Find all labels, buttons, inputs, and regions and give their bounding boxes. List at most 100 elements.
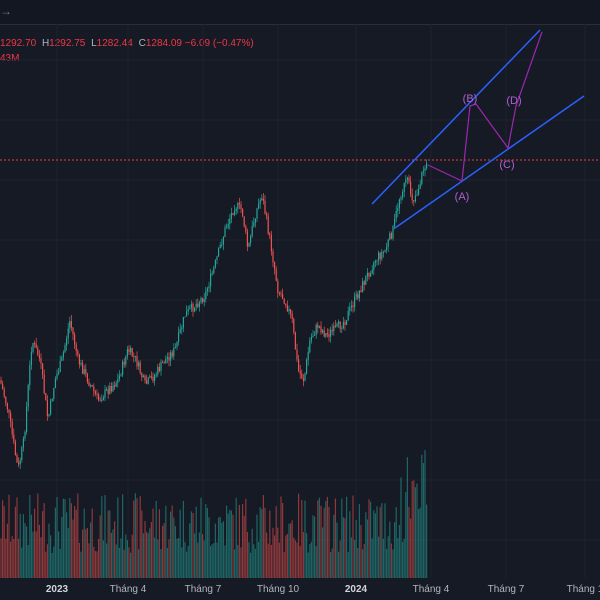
volume-bar [333,514,335,578]
volume-bar [170,511,172,578]
candle-body [328,334,330,337]
volume-bar [350,537,352,578]
candle-body [56,373,58,379]
volume-bar [238,504,240,578]
candle-body [403,182,405,193]
volume-bar [21,547,23,578]
candle-body [18,462,20,465]
candle-body [355,294,357,297]
volume-bar [67,528,69,578]
volume-bar [326,496,328,578]
candle-body [202,297,204,302]
candle-body [365,276,367,285]
candle-body [315,324,317,335]
candle-body [371,269,373,274]
top-toolbar: → [0,0,600,25]
candle-body [269,233,271,236]
candle-body [368,272,370,277]
volume-bar [184,542,186,578]
candle-body [254,218,256,223]
candle-body [373,262,375,270]
candle-body [98,394,100,400]
volume-bar [411,481,413,578]
candle-body [72,327,74,335]
volume-bar [382,538,384,578]
candle-body [152,376,154,381]
candle-body [94,391,96,394]
candle-body [131,348,133,357]
candle-body [104,389,106,398]
candle-body [208,286,210,289]
volume-bar [27,545,29,578]
volume-bar [338,551,340,578]
candle-body [389,233,391,240]
volume-bars [0,450,428,578]
candle-body [366,272,368,277]
volume-bar [182,500,184,578]
volume-bar [421,454,423,578]
volume-bar [13,539,15,578]
candle-body [421,172,423,185]
candle-body [326,333,328,335]
candle-body [382,251,384,253]
volume-bar [373,510,375,578]
volume-bar [384,503,386,578]
candle-body [413,200,415,202]
candle-body [406,177,408,180]
x-axis-label: Tháng 1 [567,584,600,595]
volume-bar [408,506,410,578]
candle-body [46,400,48,416]
candle-body [221,244,223,246]
candle-body [82,363,84,374]
arrow-right-icon[interactable]: → [0,4,12,18]
volume-bar [192,513,194,578]
candle-body [80,363,82,365]
volume-bar [14,506,16,578]
volume-bar [306,533,308,578]
candle-body [317,324,319,328]
volume-bar [293,537,295,578]
volume-bar [381,503,383,578]
volume-bar [5,538,7,578]
candle-body [339,321,341,329]
candle-body [157,366,159,375]
volume-bar [19,513,21,578]
candle-body [318,326,320,328]
volume-bar [317,500,319,578]
candle-body [238,202,240,205]
trend-channel[interactable] [371,29,585,229]
candle-body [186,311,188,317]
volume-bar [262,494,264,578]
volume-bar [174,526,176,578]
x-axis-label: Tháng 10 [257,584,300,595]
candle-body [30,351,32,366]
volume-bar [318,497,320,578]
candle-body [237,202,239,209]
volume-bar [374,513,376,578]
wave-path [427,31,543,182]
channel-upper-line [371,29,541,205]
candle-body [296,349,298,360]
volume-bar [334,498,336,578]
volume-bar [117,497,119,578]
volume-value: 43M [0,53,20,64]
candle-body [232,212,234,215]
candle-body [213,267,215,274]
candle-body [266,213,268,217]
volume-bar [158,509,160,578]
volume-bar [413,480,415,578]
volume-bar [163,523,165,578]
volume-bar [379,507,381,578]
volume-bar [70,503,72,578]
candle-body [74,334,76,345]
volume-bar [139,496,141,578]
channel-lower-line [394,95,585,229]
candle-body [398,199,400,209]
volume-bar [62,498,64,578]
x-axis-label: 2024 [345,584,368,595]
volume-bar [346,496,348,578]
volume-bar [280,496,282,578]
candle-body [86,373,88,383]
wave-projection[interactable]: (A) (B) (C) (D) [427,31,543,203]
